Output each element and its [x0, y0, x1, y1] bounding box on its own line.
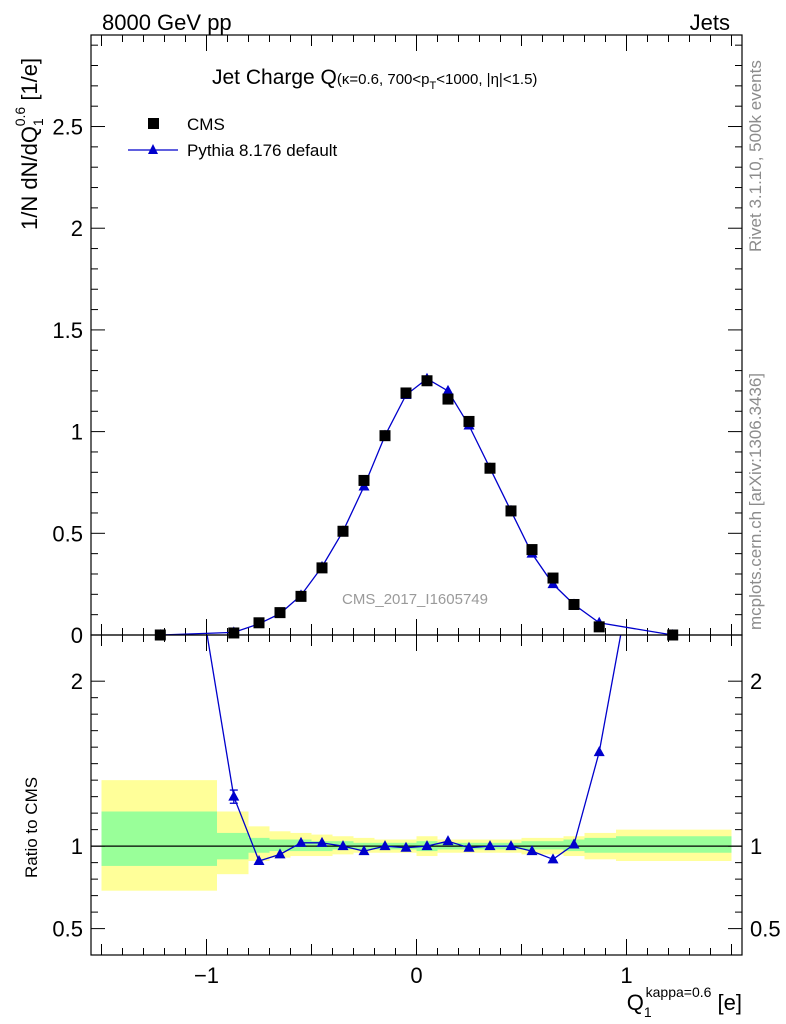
ratio-pythia-point: [316, 836, 328, 847]
legend-pythia-label: Pythia 8.176 default: [187, 141, 338, 160]
ratio-pythia-point: [463, 841, 475, 852]
header-left: 8000 GeV pp: [102, 10, 232, 35]
cms-point: [421, 375, 433, 387]
cms-point: [358, 474, 370, 486]
legend-pythia-marker: [148, 144, 158, 154]
ratio-pythia-point: [295, 836, 307, 847]
ratio-pythia-point: [400, 841, 412, 852]
ratio-pythia-point: [484, 840, 496, 851]
mcplots-text: mcplots.cern.ch [arXiv:1306.3436]: [746, 373, 765, 630]
pythia-point: [442, 384, 454, 395]
cms-point: [379, 430, 391, 442]
ratio-y-tick-label: 0.5: [52, 917, 83, 942]
ratio-pythia-point: [337, 840, 349, 851]
cms-point: [484, 462, 496, 474]
chart-title: Jet Charge Q(κ=0.6, 700<pT<1000, |η|<1.5…: [212, 66, 537, 92]
ratio-panel: 0.5 0.5 1 1 2 2 −1 0 1: [52, 634, 781, 988]
y-axis-label: 1/N dN/dQ10.6 [1/e]: [12, 58, 46, 230]
cms-point: [593, 621, 605, 633]
cms-point: [337, 525, 349, 537]
main-panel: 0 0.5 1 1.5 2 2.5: [52, 34, 743, 648]
ratio-pythia-point: [274, 848, 286, 859]
cms-point: [442, 393, 454, 405]
cms-point: [253, 617, 265, 629]
y-tick-label: 1.5: [52, 318, 83, 343]
cms-point: [295, 590, 307, 602]
ratio-y-axis-label: Ratio to CMS: [22, 777, 41, 878]
y-tick-label: 0: [71, 623, 83, 648]
ratio-pythia-point: [505, 840, 517, 851]
ratio-band-green: [616, 836, 732, 853]
cms-point: [505, 505, 517, 517]
cms-point: [274, 607, 286, 619]
cms-point: [463, 415, 475, 427]
main-y-ticks: 0 0.5 1 1.5 2 2.5: [52, 44, 742, 648]
ratio-pythia-point: [568, 838, 580, 849]
ratio-y-ticks: 0.5 0.5 1 1 2 2: [52, 669, 780, 941]
cms-point: [526, 544, 538, 556]
analysis-watermark: CMS_2017_I1605749: [342, 591, 488, 608]
cms-point: [400, 387, 412, 399]
ratio-band-green: [101, 811, 217, 866]
ratio-y-tick-label: 1: [71, 834, 83, 859]
ratio-band-green: [269, 839, 291, 852]
ratio-band-green: [584, 837, 616, 853]
ratio-y-tick-label-right: 2: [750, 669, 762, 694]
legend-cms-marker: [148, 118, 159, 129]
ratio-uncertainty-bands: [101, 780, 732, 891]
y-tick-label: 2.5: [52, 115, 83, 140]
rivet-version-text: Rivet 3.1.10, 500k events: [746, 60, 765, 252]
ratio-panel-frame: [90, 634, 743, 956]
ratio-pythia-point: [526, 845, 538, 856]
x-tick-label: 1: [620, 963, 632, 988]
header-right: Jets: [690, 10, 730, 35]
ratio-pythia-point: [228, 790, 240, 801]
x-tick-label: −1: [194, 963, 219, 988]
x-tick-label: 0: [410, 963, 422, 988]
cms-point: [316, 562, 328, 574]
cms-point: [547, 572, 559, 584]
ratio-x-ticks: −1 0 1: [101, 635, 732, 988]
ratio-pythia-point: [442, 835, 454, 846]
ratio-pythia-point: [253, 854, 265, 865]
legend: CMS Pythia 8.176 default: [128, 115, 338, 160]
y-tick-label: 2: [71, 216, 83, 241]
x-axis-label: Q1kappa=0.6 [e]: [627, 984, 742, 1020]
ratio-band-green: [542, 841, 564, 850]
ratio-pythia-point: [593, 746, 605, 757]
cms-point: [568, 598, 580, 610]
ratio-pythia-line: [206, 634, 622, 862]
ratio-y-tick-label: 2: [71, 669, 83, 694]
y-tick-label: 1: [71, 420, 83, 445]
ratio-y-tick-label-right: 1: [750, 834, 762, 859]
cms-point: [228, 627, 240, 639]
ratio-pythia-point: [421, 840, 433, 851]
ratio-pythia-point: [547, 853, 559, 864]
ratio-pythia-point: [358, 845, 370, 856]
ratio-y-tick-label-right: 0.5: [750, 917, 781, 942]
legend-cms-label: CMS: [187, 115, 225, 134]
ratio-band-green: [248, 837, 270, 853]
ratio-pythia-point: [379, 840, 391, 851]
y-tick-label: 0.5: [52, 521, 83, 546]
ratio-pythia-series: [206, 634, 622, 865]
